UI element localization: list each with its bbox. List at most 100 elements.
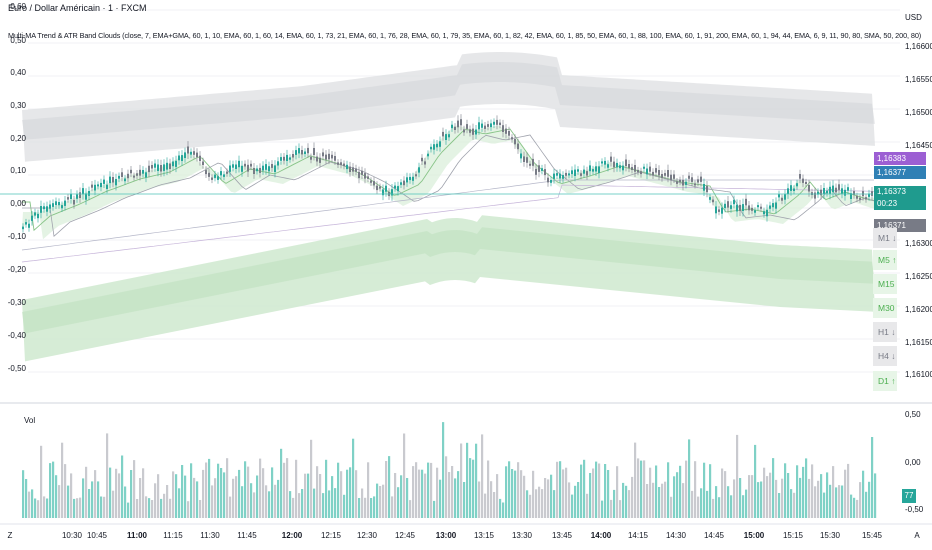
timeframe-m5: M5 ↑ <box>873 250 897 270</box>
candle-body <box>79 192 81 198</box>
volume-bar <box>409 500 412 518</box>
candle-body <box>316 156 318 162</box>
symbol-title[interactable]: Euro / Dollar Américain · 1 · FXCM <box>8 3 147 13</box>
candle-body <box>769 205 771 209</box>
volume-bar <box>388 456 391 518</box>
candle-body <box>178 155 180 161</box>
volume-bar <box>277 479 280 518</box>
volume-bar <box>529 494 532 518</box>
candle-body <box>349 166 351 172</box>
candle-body <box>490 123 492 128</box>
timeframe-h1: H1 ↓ <box>873 322 897 342</box>
candle-body <box>199 155 201 161</box>
left-axis-label: -0,50 <box>7 364 26 373</box>
volume-bar <box>583 459 586 518</box>
volume-bar <box>679 465 682 518</box>
volume-bar <box>538 486 541 518</box>
volume-bar <box>646 484 649 518</box>
candle-body <box>721 207 723 214</box>
volume-bar <box>730 495 733 518</box>
candle-body <box>583 169 585 174</box>
candle-body <box>202 161 204 165</box>
volume-bar <box>511 469 514 518</box>
candle-body <box>463 129 465 133</box>
price-label: 1,16600 <box>905 42 932 51</box>
candle-body <box>292 154 294 158</box>
volume-bar <box>694 461 697 518</box>
volume-bar <box>439 479 442 518</box>
candle-body <box>301 150 303 155</box>
volume-bar <box>430 462 433 518</box>
volume-bar <box>568 482 571 518</box>
candle-body <box>478 122 480 130</box>
candle-body <box>709 197 711 200</box>
candle-body <box>190 151 192 155</box>
volume-bar <box>400 475 403 518</box>
candle-body <box>619 165 621 169</box>
volume-bar <box>790 489 793 518</box>
timeframe-m15: M15 ↑ <box>873 274 897 309</box>
candle-body <box>859 197 861 200</box>
candle-body <box>208 172 210 177</box>
candle-body <box>94 184 96 191</box>
candle-body <box>172 161 174 167</box>
volume-bar <box>52 461 55 518</box>
candle-body <box>157 164 159 171</box>
left-axis-label: -0,10 <box>7 232 26 241</box>
candle-body <box>439 141 441 147</box>
volume-bar <box>184 475 187 518</box>
volume-bar <box>448 472 451 518</box>
volume-bar <box>274 484 277 518</box>
volume-bar <box>619 500 622 518</box>
volume-bar <box>802 466 805 518</box>
timeframe-h4: H4 ↓ <box>873 346 897 366</box>
volume-bar <box>271 467 274 518</box>
volume-pane-label[interactable]: Vol <box>24 416 36 425</box>
candle-body <box>259 167 261 173</box>
candle-body <box>808 185 810 192</box>
volume-bar <box>628 490 631 518</box>
candle-body <box>814 192 816 199</box>
volume-bar <box>631 476 634 518</box>
left-axis-label: 0,30 <box>10 101 26 110</box>
volume-bar <box>577 482 580 518</box>
candle-body <box>706 186 708 193</box>
indicator-legend[interactable]: Multi-MA Trend & ATR Band Clouds (close,… <box>8 31 922 40</box>
volume-bar <box>106 433 109 518</box>
volume-bar <box>475 443 478 518</box>
volume-bar <box>496 474 499 518</box>
volume-bar <box>49 463 52 518</box>
candle-body <box>262 165 264 171</box>
time-axis-label: 13:00 <box>435 531 457 540</box>
volume-bar <box>526 490 529 518</box>
timeframe-m1: M1 ↓ <box>873 228 897 248</box>
volume-bar <box>661 483 664 518</box>
volume-bar <box>178 488 181 518</box>
time-axis-label: 12:45 <box>394 531 416 540</box>
left-axis-label: -0,40 <box>7 331 26 340</box>
candle-body <box>472 128 474 135</box>
volume-bar <box>253 492 256 518</box>
candle-body <box>433 144 435 150</box>
candle-body <box>340 162 342 165</box>
volume-bar <box>799 477 802 518</box>
volume-bar <box>610 499 613 518</box>
candle-body <box>676 181 678 184</box>
volume-bar <box>301 489 304 518</box>
volume-bar <box>37 500 40 518</box>
ma-cloud <box>22 125 875 240</box>
candle-body <box>91 184 93 188</box>
volume-bar <box>25 479 28 518</box>
volume-bar <box>751 475 754 518</box>
candle-body <box>604 160 606 165</box>
candle-body <box>679 179 681 182</box>
candle-body <box>778 194 780 198</box>
time-axis-label: 11:30 <box>200 531 220 540</box>
volume-bar <box>814 486 817 518</box>
candle-body <box>487 124 489 127</box>
volume-bar <box>343 494 346 518</box>
candle-body <box>688 175 690 179</box>
candle-body <box>307 147 309 154</box>
volume-bar <box>616 466 619 518</box>
